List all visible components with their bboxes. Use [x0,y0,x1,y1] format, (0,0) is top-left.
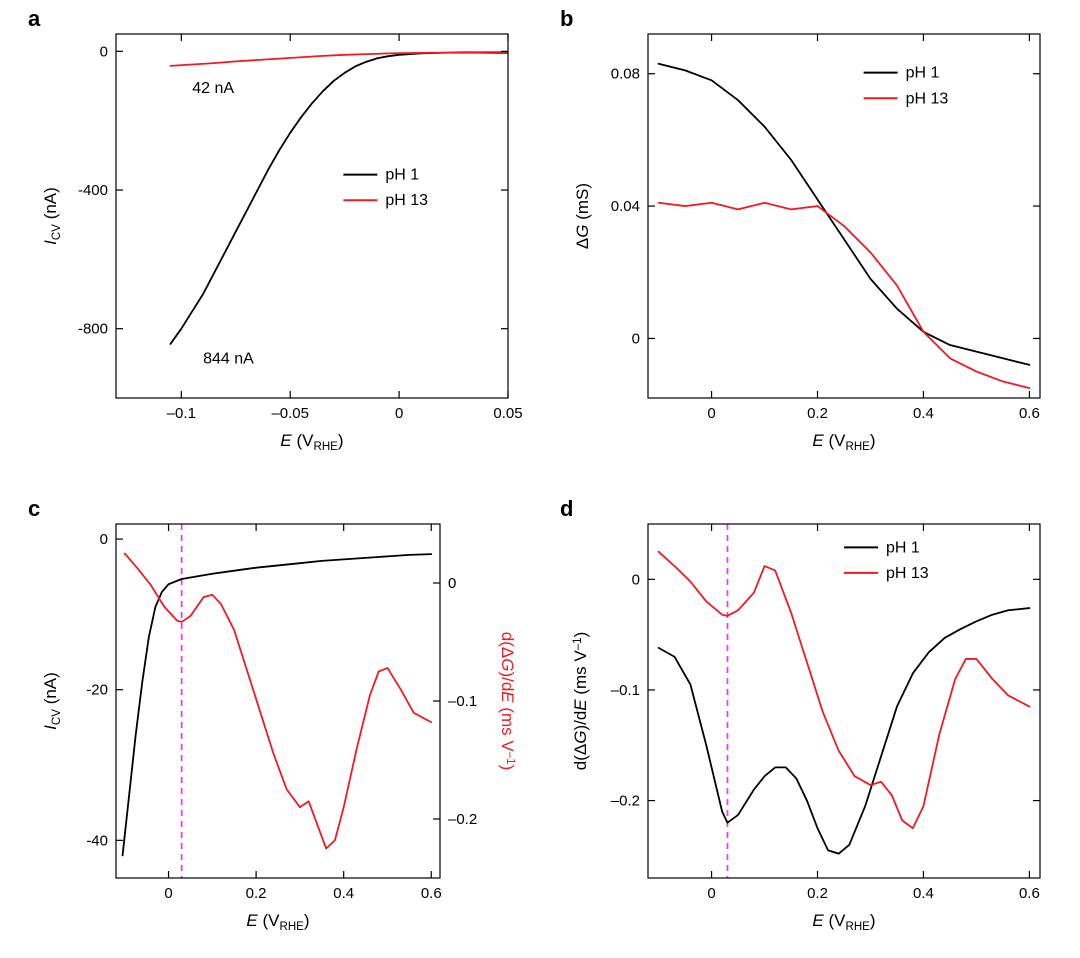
y-tick-label: 0 [632,571,640,588]
series-dGdE_pH13 [125,554,431,849]
panel-d: d 0 0.2 0.4 0.6 –0.2 –0.1 0 E (VRHE) d(ΔG)/dE (ms… [560,490,1060,950]
legend-label: pH 13 [385,192,428,209]
x-tick-label: 0 [164,885,172,902]
secondary-y-tick-label: –0.2 [448,811,477,828]
legend-label: pH 1 [906,65,940,82]
secondary-y-axis-label: d(ΔG)/dE (ms V–1) [498,632,517,771]
y-axis-label: ΔG (mS) [573,183,592,249]
panel-a: a –0.1 –0.05 0 0.05 -800 -400 0 E (VRHE) ICV (nA)… [28,0,528,470]
y-tick-label: 0.08 [611,66,640,83]
series-pH13 [659,552,1030,829]
x-tick-label: 0.6 [1019,405,1040,422]
annotation: 844 nA [203,350,254,367]
series-pH13 [659,203,1030,388]
figure-root: a–0.1–0.0500.05-800-4000E (VRHE)ICV (nA)… [0,0,1080,958]
x-axis-label: E (VRHE) [812,911,875,933]
y-tick-label: 0 [100,531,108,548]
x-tick-label: 0.05 [493,405,522,422]
series-Icv_pH13 [123,554,432,855]
x-tick-label: 0 [395,405,403,422]
y-tick-label: -800 [78,321,108,338]
series-pH13 [170,53,508,66]
panel-letter: b [560,6,573,32]
x-tick-label: 0.4 [913,885,934,902]
x-tick-label: 0.2 [246,885,267,902]
panel-b: b 0 0.2 0.4 0.6 0 0.04 0.08 E (VRHE) ΔG (mS) pH 1 p… [560,0,1060,470]
x-axis-label: E (VRHE) [280,431,343,453]
secondary-y-tick-label: –0.1 [448,693,477,710]
series-pH1 [659,608,1030,854]
x-axis-label: E (VRHE) [246,911,309,933]
panel-svg: –0.1 –0.05 0 0.05 -800 -400 0 E (VRHE) ICV (nA) p… [28,0,528,470]
secondary-y-tick-label: 0 [448,575,456,592]
x-axis-label: E (VRHE) [812,431,875,453]
panel-svg: 0 0.2 0.4 0.6 0 0.04 0.08 E (VRHE) ΔG (mS) pH 1 pH… [560,0,1060,470]
x-tick-label: 0.2 [807,405,828,422]
panel-letter: c [28,496,40,522]
y-tick-label: –0.2 [611,793,640,810]
x-tick-label: 0 [707,405,715,422]
y-axis-label: d(ΔG)/dE (ms V–1) [571,632,590,771]
y-tick-label: 0 [100,43,108,60]
x-tick-label: 0.4 [333,885,354,902]
x-tick-label: –0.05 [271,405,309,422]
y-tick-label: 0 [632,330,640,347]
panel-letter: d [560,496,573,522]
x-tick-label: 0.2 [807,885,828,902]
legend-label: pH 1 [886,539,920,556]
y-axis-label: ICV (nA) [41,187,63,245]
x-tick-label: 0.4 [913,405,934,422]
legend-label: pH 13 [886,565,929,582]
y-tick-label: -20 [86,682,108,699]
panel-svg: 0 0.2 0.4 0.6 -40 -20 0 –0.2 –0.1 0 E (VRHE) ICV (n… [28,490,528,950]
y-tick-label: –0.1 [611,682,640,699]
panel-letter: a [28,6,40,32]
x-tick-label: –0.1 [167,405,196,422]
legend-label: pH 1 [385,167,419,184]
series-pH1 [659,64,1030,365]
y-tick-label: -400 [78,182,108,199]
panel-c: c 0 0.2 0.4 0.6 -40 -20 0 –0.2 –0.1 0 E (VRHE) ICV (… [28,490,528,950]
panel-svg: 0 0.2 0.4 0.6 –0.2 –0.1 0 E (VRHE) d(ΔG)/dE (ms … [560,490,1060,950]
x-tick-label: 0 [707,885,715,902]
x-tick-label: 0.6 [1019,885,1040,902]
annotation: 42 nA [192,80,234,97]
y-tick-label: -40 [86,832,108,849]
x-tick-label: 0.6 [421,885,442,902]
legend-label: pH 13 [906,90,949,107]
y-axis-label: ICV (nA) [41,672,63,730]
y-tick-label: 0.04 [611,198,640,215]
